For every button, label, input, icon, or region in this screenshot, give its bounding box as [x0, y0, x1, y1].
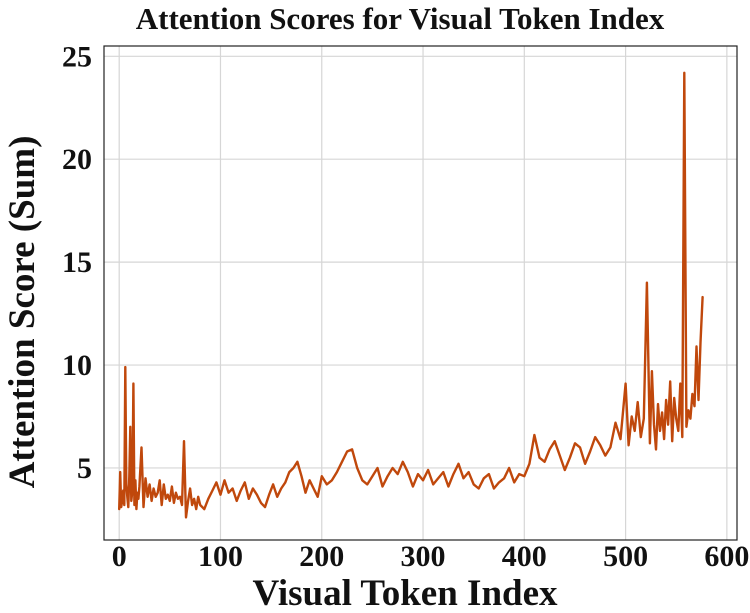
x-tick-labels: 0 100 200 300 400 500 600 — [112, 540, 750, 573]
x-tick-label: 600 — [704, 540, 749, 573]
y-tick-labels: 5 10 15 20 25 — [62, 40, 92, 485]
x-axis-label: Visual Token Index — [252, 573, 558, 613]
y-tick-label: 10 — [62, 349, 92, 382]
x-tick-label: 300 — [401, 540, 446, 573]
x-tick-label: 200 — [299, 540, 344, 573]
x-tick-label: 500 — [603, 540, 648, 573]
y-tick-label: 20 — [62, 143, 92, 176]
x-tick-label: 0 — [112, 540, 127, 573]
plot-frame — [103, 45, 738, 541]
y-tick-label: 15 — [62, 246, 92, 279]
y-tick-label: 25 — [62, 40, 92, 73]
chart-title: Attention Scores for Visual Token Index — [136, 1, 665, 36]
x-tick-label: 100 — [198, 540, 243, 573]
grid-lines — [104, 46, 737, 540]
x-tick-label: 400 — [502, 540, 547, 573]
series-line-0 — [117, 71, 704, 519]
y-axis-label: Attention Score (Sum) — [2, 136, 43, 489]
series-layer — [117, 71, 704, 519]
y-tick-label: 5 — [77, 452, 92, 485]
